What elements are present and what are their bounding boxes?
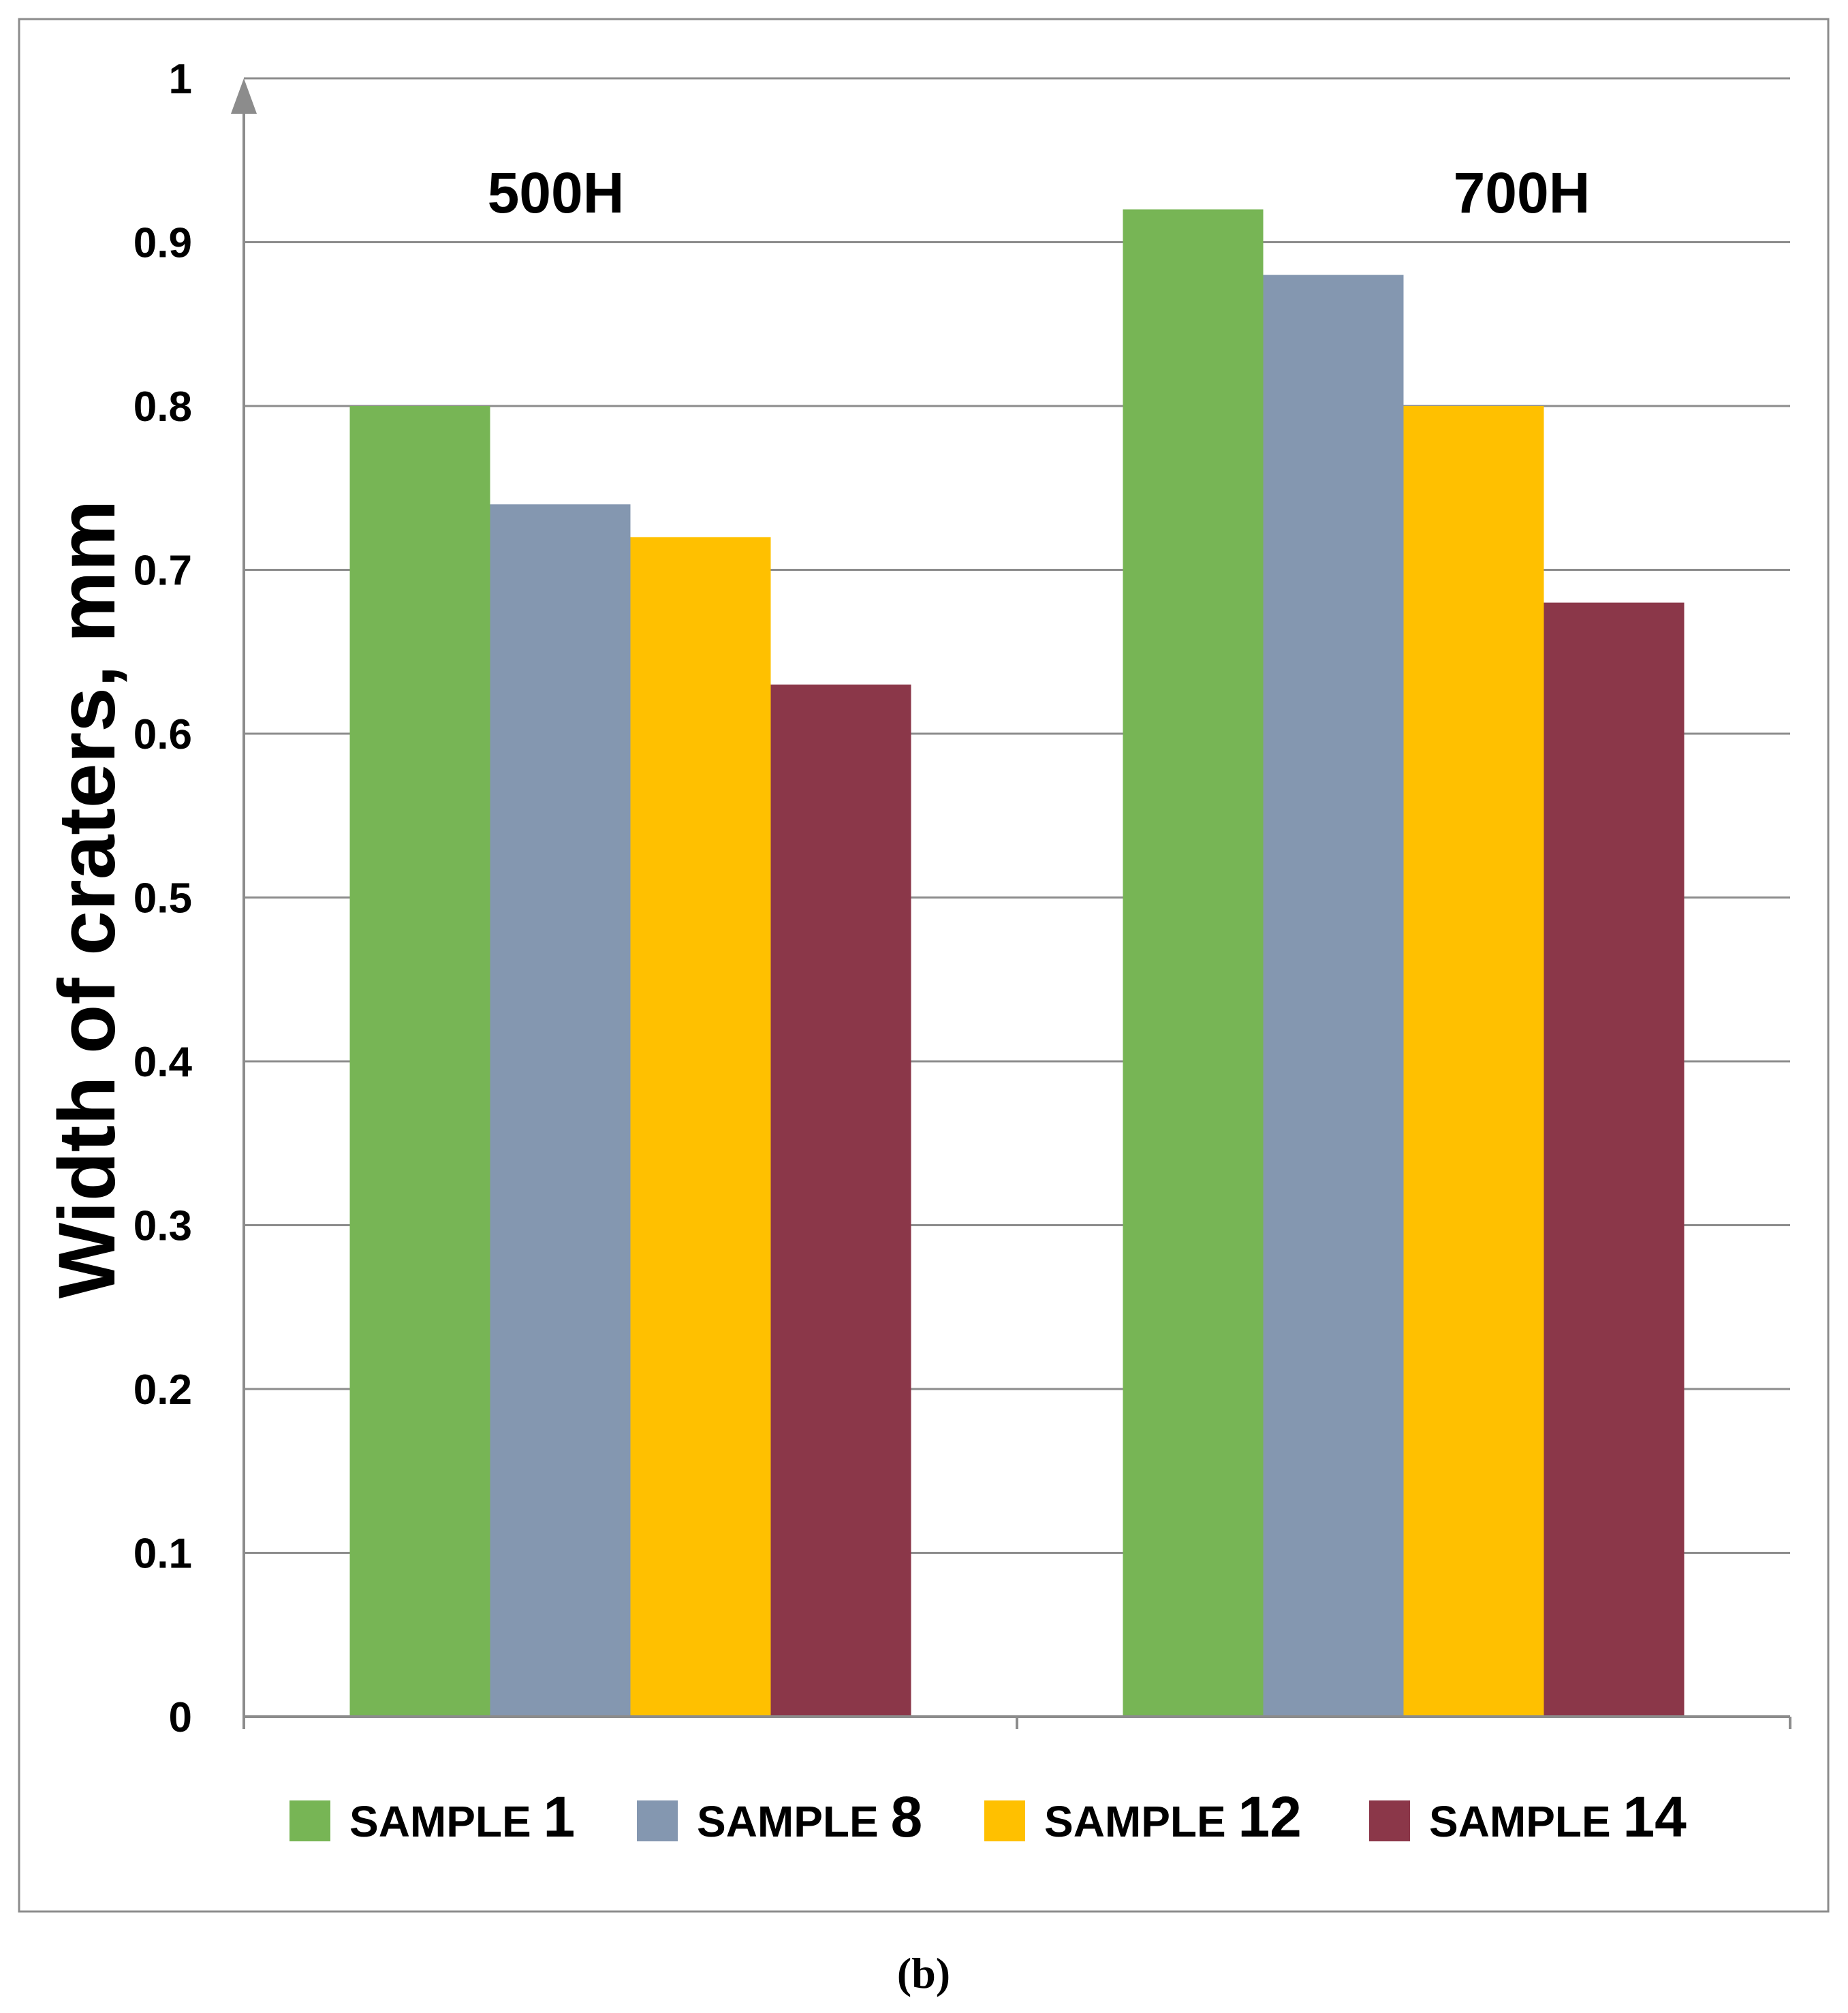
bar <box>490 504 631 1717</box>
legend-label-number: 8 <box>890 1785 922 1849</box>
y-tick-label: 0.7 <box>134 548 192 595</box>
bar <box>1123 209 1264 1717</box>
y-tick-label: 0 <box>169 1694 192 1741</box>
y-tick-label: 0.6 <box>134 711 192 758</box>
legend-swatch <box>984 1800 1025 1841</box>
legend-label-prefix: SAMPLE <box>697 1797 890 1846</box>
y-tick-label: 0.8 <box>134 384 192 431</box>
category-label: 500H <box>488 161 625 225</box>
legend-label-prefix: SAMPLE <box>349 1797 543 1846</box>
legend-swatch <box>637 1800 678 1841</box>
legend-label: SAMPLE 1 <box>349 1785 575 1849</box>
legend-label: SAMPLE 12 <box>1044 1785 1302 1849</box>
legend-swatch <box>289 1800 330 1841</box>
y-tick-label: 0.1 <box>134 1531 192 1578</box>
bar <box>1544 602 1685 1717</box>
legend-swatch <box>1369 1800 1410 1841</box>
y-tick-label: 0.9 <box>134 220 192 267</box>
category-label: 700H <box>1454 161 1591 225</box>
legend-label: SAMPLE 8 <box>697 1785 922 1849</box>
y-axis-label: Width of craters, mm <box>42 500 132 1299</box>
y-tick-label: 0.4 <box>134 1039 193 1086</box>
bar <box>349 406 490 1717</box>
bar <box>1403 406 1544 1717</box>
bar <box>770 684 911 1717</box>
legend-label: SAMPLE 14 <box>1429 1785 1687 1849</box>
y-tick-label: 1 <box>169 56 192 103</box>
legend: SAMPLE 1 SAMPLE 8 SAMPLE 12 SAMPLE 14 <box>289 1785 1687 1849</box>
y-tick-label: 0.3 <box>134 1203 192 1250</box>
y-tick-label: 0.5 <box>134 875 192 922</box>
bar <box>630 537 771 1717</box>
y-tick-labels: 0 0.1 0.2 0.3 0.4 0.5 0.6 0.7 0.8 0.9 1 <box>134 56 193 1741</box>
legend-label-number: 1 <box>543 1785 575 1849</box>
y-tick-label: 0.2 <box>134 1367 192 1414</box>
bars <box>349 209 1685 1717</box>
axes <box>231 78 1791 1729</box>
legend-label-number: 14 <box>1623 1785 1687 1849</box>
category-labels: 500H 700H <box>488 161 1591 225</box>
legend-label-prefix: SAMPLE <box>1044 1797 1238 1846</box>
bar <box>1263 275 1404 1717</box>
legend-label-number: 12 <box>1238 1785 1301 1849</box>
legend-label-prefix: SAMPLE <box>1429 1797 1623 1846</box>
y-axis-arrow-icon <box>231 78 257 114</box>
figure-caption: (b) <box>897 1949 950 1997</box>
